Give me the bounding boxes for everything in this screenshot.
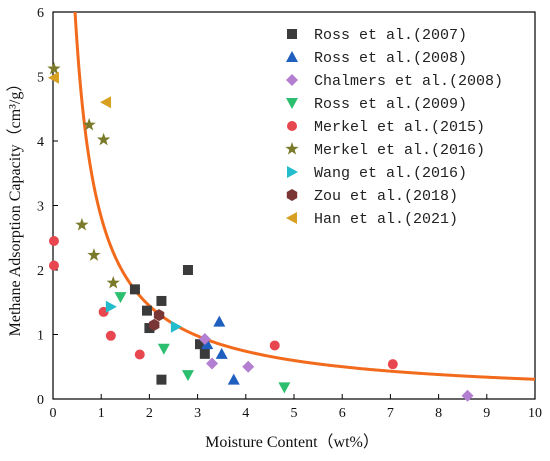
legend-label: Ross et al.(2009) <box>314 96 467 113</box>
data-point <box>201 338 214 350</box>
y-tick-label: 4 <box>37 135 44 150</box>
y-tick-label: 6 <box>37 6 44 21</box>
x-tick-label: 1 <box>98 406 105 421</box>
legend-marker <box>287 166 298 178</box>
legend-label: Merkel et al.(2015) <box>314 119 485 136</box>
fit-curve <box>73 12 535 381</box>
y-tick-label: 1 <box>37 329 44 344</box>
data-point <box>242 360 255 373</box>
data-point <box>75 217 89 231</box>
data-point <box>461 389 474 402</box>
legend-marker <box>286 212 297 224</box>
data-point <box>198 333 211 346</box>
data-point <box>206 357 219 370</box>
data-point <box>269 340 280 351</box>
legend-label: Merkel et al.(2016) <box>314 142 485 159</box>
data-point <box>106 275 120 289</box>
legend-label: Han et al.(2021) <box>314 211 458 228</box>
data-point <box>100 96 112 109</box>
y-tick-label: 2 <box>37 264 44 279</box>
y-tick-label: 0 <box>37 393 44 408</box>
data-point <box>47 71 59 84</box>
data-point <box>181 370 194 382</box>
data-point <box>278 382 291 394</box>
legend-label: Zou et al.(2018) <box>314 188 458 205</box>
plot-area: 0 1 2 3 4 5 6 7 8 9 10 0 1 2 3 4 5 6 Ross et al.(2007) Ross… <box>37 6 542 421</box>
data-point <box>195 339 206 350</box>
x-tick-label: 9 <box>483 406 490 421</box>
y-tick-label: 3 <box>37 200 44 215</box>
data-point <box>182 265 193 275</box>
x-tick-label: 8 <box>435 406 442 421</box>
legend-marker <box>287 29 297 39</box>
x-tick-label: 7 <box>387 406 394 421</box>
legend-marker <box>286 51 298 62</box>
legend-marker <box>286 98 298 109</box>
data-point <box>141 305 152 316</box>
data-point <box>47 61 61 75</box>
data-point <box>153 309 165 322</box>
data-point <box>96 132 111 146</box>
legend-label: Ross et al.(2007) <box>314 27 467 44</box>
data-point <box>156 295 167 306</box>
data-point <box>114 292 127 304</box>
x-tick-label: 3 <box>194 406 201 421</box>
data-point <box>82 117 96 131</box>
x-tick-label: 4 <box>242 406 249 421</box>
legend-label: Wang et al.(2016) <box>314 165 467 182</box>
data-point <box>213 315 226 327</box>
data-point <box>149 318 160 331</box>
x-tick-label: 2 <box>146 406 153 421</box>
data-point <box>144 323 155 334</box>
data-point <box>48 260 59 271</box>
x-tick-label: 6 <box>339 406 346 421</box>
data-point <box>199 348 210 359</box>
x-axis-label: Moisture Content（wt%） <box>205 433 379 451</box>
legend-marker <box>287 121 297 131</box>
data-point <box>227 373 240 385</box>
legend-marker <box>285 142 299 155</box>
x-tick-label: 10 <box>528 406 542 421</box>
plot-frame <box>52 11 536 400</box>
data-point <box>134 349 145 360</box>
data-point <box>87 248 101 261</box>
legend-label: Ross et al.(2008) <box>314 50 467 67</box>
data-point <box>215 347 228 359</box>
data-point <box>387 359 398 370</box>
data-point <box>170 320 182 333</box>
legend-label: Chalmers et al.(2008) <box>314 73 503 90</box>
x-tick-label: 0 <box>50 406 57 421</box>
data-point <box>105 300 117 313</box>
data-point <box>129 284 140 295</box>
y-axis-label: Methane Adsorption Capacity（cm³/g） <box>6 76 24 337</box>
data-point <box>105 330 116 341</box>
data-point <box>48 235 59 246</box>
legend-marker <box>286 74 298 86</box>
y-tick-label: 5 <box>37 71 44 86</box>
legend-marker <box>286 189 298 201</box>
x-tick-label: 5 <box>291 406 298 421</box>
data-point <box>156 374 167 385</box>
data-point <box>157 343 170 355</box>
